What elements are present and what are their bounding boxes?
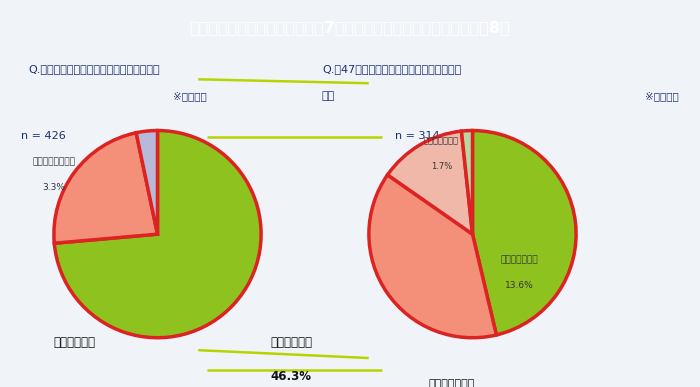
Text: 大変だと思う: 大変だと思う: [54, 336, 96, 349]
Text: ※単一回答: ※単一回答: [173, 91, 206, 101]
Text: か？: か？: [322, 91, 335, 101]
Wedge shape: [55, 130, 261, 338]
Text: 1.7%: 1.7%: [430, 162, 452, 171]
Text: 73.6%: 73.6%: [69, 386, 127, 387]
Text: Q.改47葬・墓じまいの手順を知っています: Q.改47葬・墓じまいの手順を知っています: [322, 64, 461, 74]
Wedge shape: [388, 131, 472, 234]
Text: 大変だと思わない: 大変だと思わない: [32, 157, 76, 166]
Text: ※単一回答: ※単一回答: [645, 91, 679, 101]
Text: 3.3%: 3.3%: [43, 183, 65, 192]
Text: よく知っている: よく知っている: [424, 136, 459, 146]
Wedge shape: [473, 130, 576, 335]
Text: 46.3%: 46.3%: [271, 370, 312, 383]
Text: 改葬・墓じまいは大変だと思う7割のうち、作業手順を知らない人が8割: 改葬・墓じまいは大変だと思う7割のうち、作業手順を知らない人が8割: [190, 21, 510, 36]
Wedge shape: [461, 130, 472, 234]
Text: 大体知っている: 大体知っている: [500, 255, 538, 265]
Text: Q.改葬・墓じまいは大変だと思いますか？: Q.改葬・墓じまいは大変だと思いますか？: [28, 64, 160, 74]
Text: あまり知らない: あまり知らない: [428, 379, 475, 387]
Wedge shape: [136, 130, 158, 234]
Wedge shape: [369, 175, 496, 338]
Text: n = 314: n = 314: [395, 130, 440, 140]
Text: 13.6%: 13.6%: [505, 281, 533, 290]
Text: 全く知らない: 全く知らない: [270, 336, 312, 349]
Text: n = 426: n = 426: [21, 130, 66, 140]
Wedge shape: [54, 133, 158, 243]
